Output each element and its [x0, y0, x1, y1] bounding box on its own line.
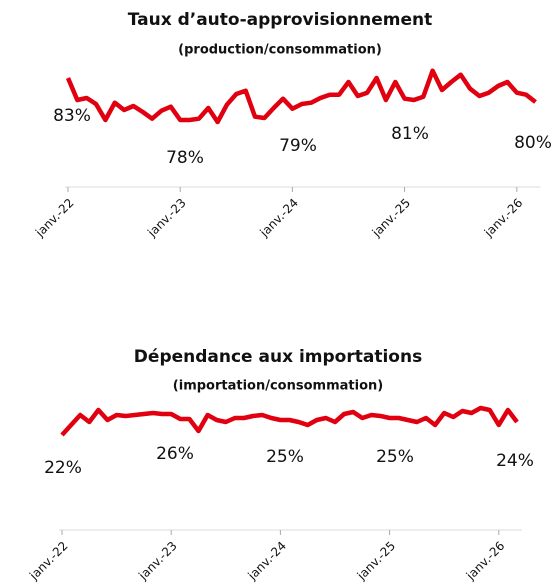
annual-average-label: 25%	[376, 447, 414, 467]
x-tick-label: janv.-26	[481, 196, 525, 240]
x-tick-label: janv.-24	[257, 196, 301, 240]
chart-subtitle: (importation/consommation)	[173, 379, 383, 394]
series-line	[60, 405, 519, 437]
annual-average-label: 25%	[266, 447, 304, 467]
annual-average-label: 26%	[156, 444, 194, 464]
x-tick-label: janv.-25	[369, 196, 413, 240]
annual-average-label: 24%	[496, 451, 534, 471]
annual-average-label: 78%	[166, 148, 204, 168]
series-line	[65, 68, 537, 125]
chart-title: Dépendance aux importations	[134, 347, 422, 367]
annual-average-label: 80%	[514, 133, 552, 153]
x-tick-label: janv.-24	[245, 539, 289, 583]
x-tick-label: janv.-23	[135, 539, 179, 583]
x-tick-label: janv.-22	[32, 196, 76, 240]
annual-average-label: 83%	[53, 106, 91, 126]
x-tick-label: janv.-22	[26, 539, 70, 583]
chart-subtitle: (production/consommation)	[178, 43, 382, 58]
annual-average-label: 22%	[44, 458, 82, 478]
x-tick-label: janv.-26	[463, 539, 507, 583]
chart-title: Taux d’auto-approvisionnement	[128, 10, 433, 30]
x-tick-label: janv.-25	[354, 539, 398, 583]
annual-average-label: 79%	[279, 136, 317, 156]
annual-average-label: 81%	[391, 124, 429, 144]
x-tick-label: janv.-23	[144, 196, 188, 240]
